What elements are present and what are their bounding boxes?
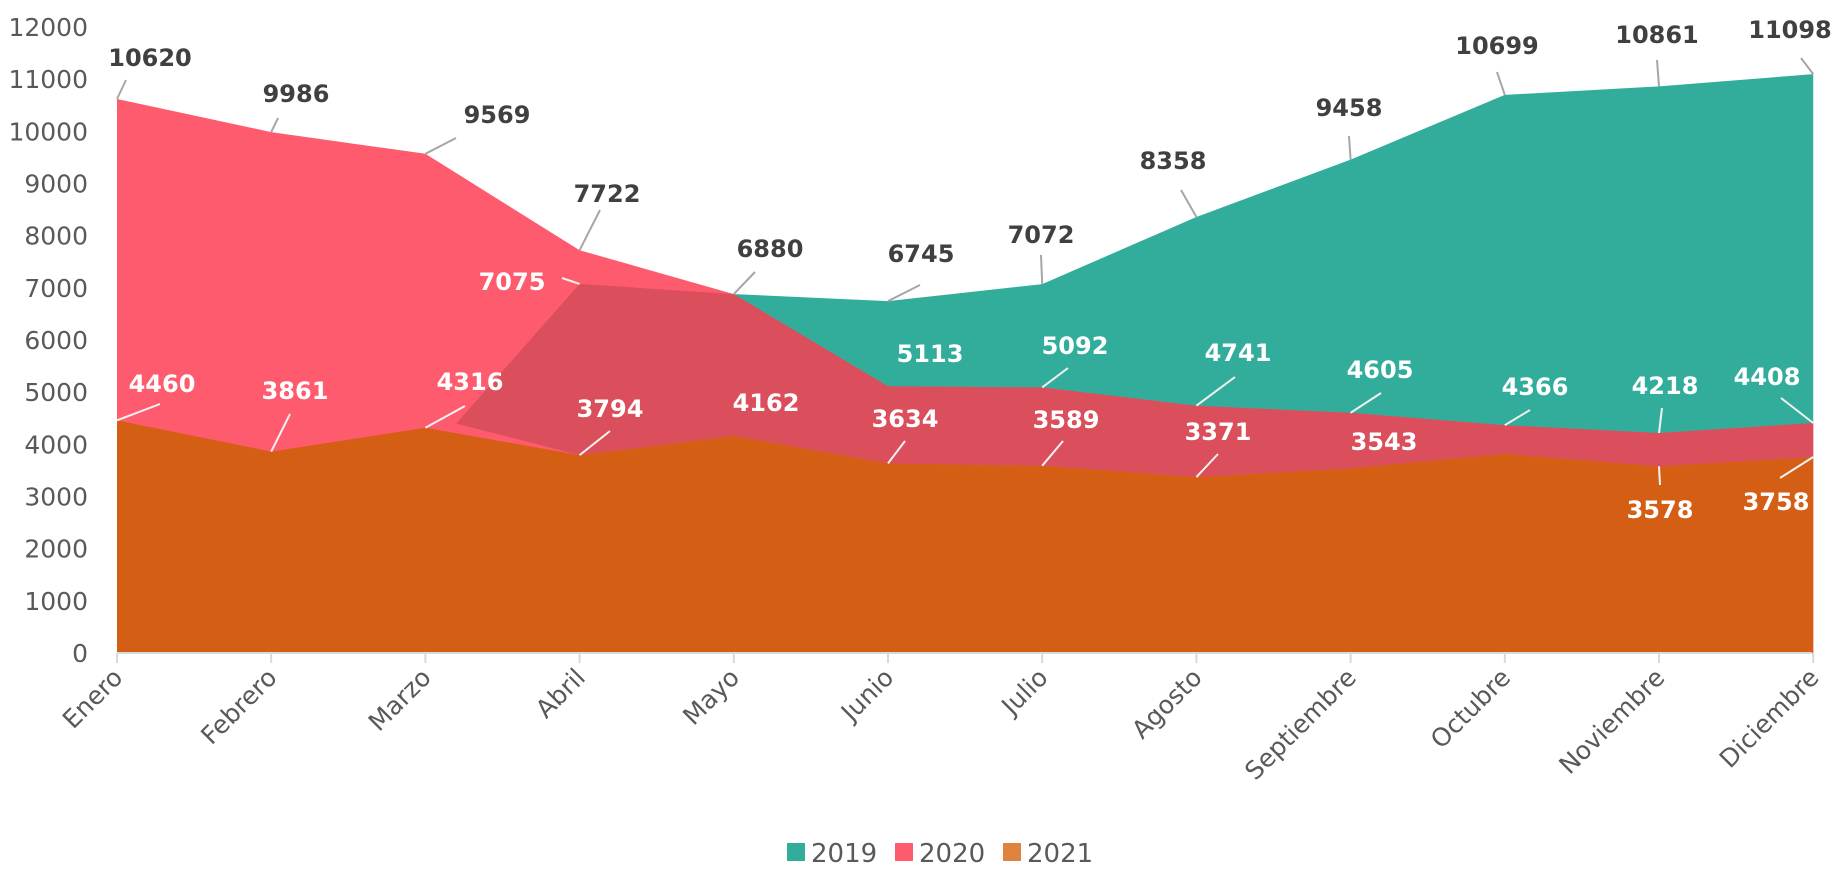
y-tick-label: 2000 [24, 535, 88, 564]
data-label: 5113 [897, 340, 964, 368]
data-label: 7075 [479, 268, 546, 296]
data-label: 3758 [1743, 488, 1810, 516]
x-tick-label: Junio [834, 663, 899, 728]
leader-line [424, 137, 457, 155]
data-label: 10699 [1455, 32, 1539, 60]
leader-line [1180, 189, 1198, 218]
data-label: 3794 [577, 395, 644, 423]
leader-line [1195, 376, 1236, 407]
leader-line [1504, 409, 1531, 427]
y-tick-label: 7000 [24, 274, 88, 303]
area-2021 [117, 420, 1814, 653]
x-tick-label: Enero [57, 663, 128, 734]
data-label: 11098 [1748, 16, 1832, 44]
leader-line [1040, 254, 1044, 285]
leader-line [1041, 440, 1064, 467]
data-label: 5092 [1042, 332, 1109, 360]
data-label: 10620 [108, 44, 192, 72]
plot-areas [117, 74, 1814, 654]
data-label: 10861 [1615, 21, 1699, 49]
data-labels: 10620 9986 9569 7722 6880 6745 7072 8358 9458 106… [108, 16, 1832, 524]
data-label: 4741 [1205, 339, 1272, 367]
x-tick-label: Noviembre [1553, 663, 1670, 780]
legend-label: 2019 [811, 839, 877, 869]
data-label: 3371 [1185, 418, 1252, 446]
leader-line [1348, 135, 1352, 160]
x-tick-label: Diciembre [1714, 663, 1825, 774]
data-label: 4605 [1347, 356, 1414, 384]
legend-label: 2020 [919, 839, 985, 869]
leader-line [578, 430, 611, 456]
data-label: 6880 [737, 235, 804, 263]
data-label: 9986 [263, 80, 330, 108]
leader-line [1780, 397, 1814, 424]
leader-line [733, 271, 756, 295]
legend-swatch [1003, 843, 1021, 861]
leader-line [578, 209, 601, 251]
legend-swatch [787, 843, 805, 861]
data-label: 3634 [872, 405, 939, 433]
data-label: 3589 [1033, 406, 1100, 434]
x-tick-label: Marzo [363, 663, 437, 737]
data-label: 7722 [574, 180, 641, 208]
legend-swatch [895, 843, 913, 861]
area-overlap [456, 283, 1814, 478]
leader-line [1041, 367, 1069, 389]
x-tick-label: Julio [995, 663, 1054, 722]
y-axis: 0 1000 2000 3000 4000 5000 6000 7000 8000 9000 100… [8, 13, 88, 668]
data-label: 7072 [1008, 221, 1075, 249]
leader-line [561, 277, 580, 285]
x-tick-label: Agosto [1126, 663, 1208, 745]
leader-line [116, 79, 127, 100]
leader-line [424, 405, 466, 429]
data-label: 4162 [733, 389, 800, 417]
data-label: 4218 [1632, 372, 1699, 400]
y-tick-label: 12000 [8, 13, 88, 42]
y-tick-label: 1000 [24, 587, 88, 616]
data-label: 3861 [262, 377, 329, 405]
legend-label: 2021 [1027, 839, 1093, 869]
leader-line [1195, 453, 1219, 478]
data-label: 4316 [437, 368, 504, 396]
y-tick-label: 8000 [24, 222, 88, 251]
x-axis: Enero Febrero Marzo Abril Mayo Junio Julio Agos… [57, 653, 1825, 786]
leader-line [1350, 392, 1382, 414]
data-label: 4460 [129, 370, 196, 398]
data-label: 3578 [1627, 496, 1694, 524]
x-tick-label: Octubre [1425, 663, 1516, 754]
y-tick-label: 6000 [24, 326, 88, 355]
leader-line [1656, 59, 1660, 87]
data-label: 9458 [1316, 94, 1383, 122]
x-tick-label: Febrero [195, 663, 282, 750]
leader-line [270, 413, 291, 453]
leader-line [116, 403, 161, 422]
x-tick-label: Septiembre [1239, 663, 1362, 786]
leader-line [887, 440, 906, 465]
x-tick-label: Abril [530, 663, 591, 724]
leader-line [1658, 466, 1661, 486]
leader-line [887, 284, 921, 302]
y-tick-label: 3000 [24, 483, 88, 512]
leader-line [1800, 57, 1814, 75]
legend: 2019 2020 2021 [787, 839, 1093, 869]
leader-line [1658, 407, 1663, 434]
data-label: 4366 [1502, 373, 1569, 401]
data-label: 9569 [464, 101, 531, 129]
y-tick-label: 10000 [8, 117, 88, 146]
x-tick-label: Mayo [677, 663, 745, 731]
y-tick-label: 5000 [24, 378, 88, 407]
data-label: 3543 [1351, 428, 1418, 456]
y-tick-label: 9000 [24, 170, 88, 199]
data-label: 6745 [888, 240, 955, 268]
y-tick-label: 0 [72, 639, 88, 668]
data-label: 4408 [1734, 363, 1801, 391]
leader-line [1779, 456, 1814, 479]
y-tick-label: 4000 [24, 430, 88, 459]
data-label: 8358 [1140, 147, 1207, 175]
y-tick-label: 11000 [8, 65, 88, 94]
leader-line [270, 117, 279, 133]
leader-line [1496, 71, 1506, 96]
